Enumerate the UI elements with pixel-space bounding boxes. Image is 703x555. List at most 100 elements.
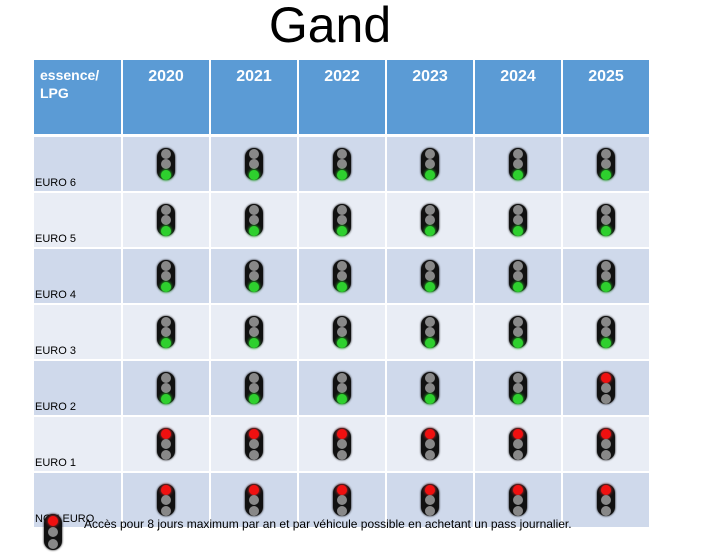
header-year: 2022 <box>298 60 387 137</box>
traffic-light-green-icon <box>421 260 439 292</box>
table-cell <box>298 416 387 473</box>
traffic-light-green-icon <box>157 148 175 180</box>
traffic-light-red-icon <box>245 428 263 460</box>
page-title: Gand <box>268 0 392 53</box>
table-cell <box>474 472 563 529</box>
row-label: EURO 3 <box>34 304 123 361</box>
traffic-light-green-icon <box>509 316 527 348</box>
table-row: NON EURO <box>34 472 651 529</box>
table-cell <box>386 304 475 361</box>
traffic-light-green-icon <box>597 148 615 180</box>
table-cell <box>122 304 211 361</box>
table-cell <box>298 360 387 417</box>
header-year: 2025 <box>562 60 651 137</box>
table-cell <box>474 248 563 305</box>
table-cell <box>122 135 211 193</box>
table-cell <box>562 472 651 529</box>
traffic-light-green-icon <box>157 204 175 236</box>
traffic-light-green-icon <box>157 372 175 404</box>
traffic-light-green-icon <box>333 148 351 180</box>
traffic-light-red-icon <box>421 428 439 460</box>
table-cell <box>122 248 211 305</box>
table-cell <box>386 248 475 305</box>
table-cell <box>122 360 211 417</box>
traffic-light-red-icon <box>597 372 615 404</box>
table-cell <box>210 135 299 193</box>
table-cell <box>562 416 651 473</box>
table-cell <box>298 304 387 361</box>
table-cell <box>474 416 563 473</box>
table-cell <box>474 135 563 193</box>
traffic-light-green-icon <box>245 316 263 348</box>
traffic-light-green-icon <box>509 204 527 236</box>
traffic-light-green-icon <box>421 372 439 404</box>
traffic-light-green-icon <box>333 316 351 348</box>
traffic-light-red-icon <box>157 484 175 516</box>
row-label: EURO 1 <box>34 416 123 473</box>
table-cell <box>122 192 211 249</box>
table-cell <box>210 192 299 249</box>
table-cell <box>210 248 299 305</box>
table-cell <box>474 304 563 361</box>
legend: Accès pour 8 jours maximum par an et par… <box>44 514 572 550</box>
header-corner: essence/ LPG <box>34 60 123 137</box>
traffic-light-green-icon <box>333 204 351 236</box>
table-cell <box>562 135 651 193</box>
traffic-light-green-icon <box>245 204 263 236</box>
traffic-light-red-icon <box>509 428 527 460</box>
header-year: 2024 <box>474 60 563 137</box>
traffic-light-green-icon <box>157 260 175 292</box>
table-cell <box>298 248 387 305</box>
traffic-light-green-icon <box>245 260 263 292</box>
traffic-light-green-icon <box>421 148 439 180</box>
table-cell <box>122 472 211 529</box>
traffic-light-red-icon <box>421 484 439 516</box>
traffic-light-green-icon <box>597 204 615 236</box>
traffic-light-red-icon <box>157 428 175 460</box>
access-table: essence/ LPG 2020 2021 2022 2023 2024 2025 EU… <box>34 60 651 529</box>
table-row: EURO 4 <box>34 248 651 305</box>
table-row: EURO 1 <box>34 416 651 473</box>
table-cell <box>386 360 475 417</box>
traffic-light-red-icon <box>333 428 351 460</box>
traffic-light-green-icon <box>509 148 527 180</box>
traffic-light-green-icon <box>509 260 527 292</box>
table-cell <box>386 135 475 193</box>
table-cell <box>298 192 387 249</box>
table-cell <box>210 360 299 417</box>
traffic-light-red-icon <box>509 484 527 516</box>
traffic-light-green-icon <box>421 316 439 348</box>
table-cell <box>474 360 563 417</box>
traffic-light-red-icon <box>44 514 62 550</box>
traffic-light-red-icon <box>597 484 615 516</box>
header-year: 2020 <box>122 60 211 137</box>
table-cell <box>386 192 475 249</box>
table-row: EURO 2 <box>34 360 651 417</box>
table-cell <box>298 135 387 193</box>
table-row: EURO 3 <box>34 304 651 361</box>
traffic-light-red-icon <box>333 484 351 516</box>
traffic-light-red-icon <box>245 484 263 516</box>
traffic-light-green-icon <box>157 316 175 348</box>
row-label: EURO 2 <box>34 360 123 417</box>
table-cell <box>562 360 651 417</box>
row-label: EURO 4 <box>34 248 123 305</box>
traffic-light-green-icon <box>509 372 527 404</box>
table-cell <box>474 192 563 249</box>
traffic-light-green-icon <box>597 316 615 348</box>
traffic-light-green-icon <box>333 260 351 292</box>
table-row: EURO 6 <box>34 135 651 193</box>
row-label: EURO 5 <box>34 192 123 249</box>
traffic-light-green-icon <box>333 372 351 404</box>
traffic-light-red-icon <box>597 428 615 460</box>
table-cell <box>210 416 299 473</box>
header-year: 2021 <box>210 60 299 137</box>
table-cell <box>122 416 211 473</box>
table-row: EURO 5 <box>34 192 651 249</box>
row-label: EURO 6 <box>34 135 123 193</box>
table-cell <box>386 416 475 473</box>
header-year: 2023 <box>386 60 475 137</box>
table-cell <box>562 248 651 305</box>
table-cell <box>298 472 387 529</box>
traffic-light-green-icon <box>245 372 263 404</box>
